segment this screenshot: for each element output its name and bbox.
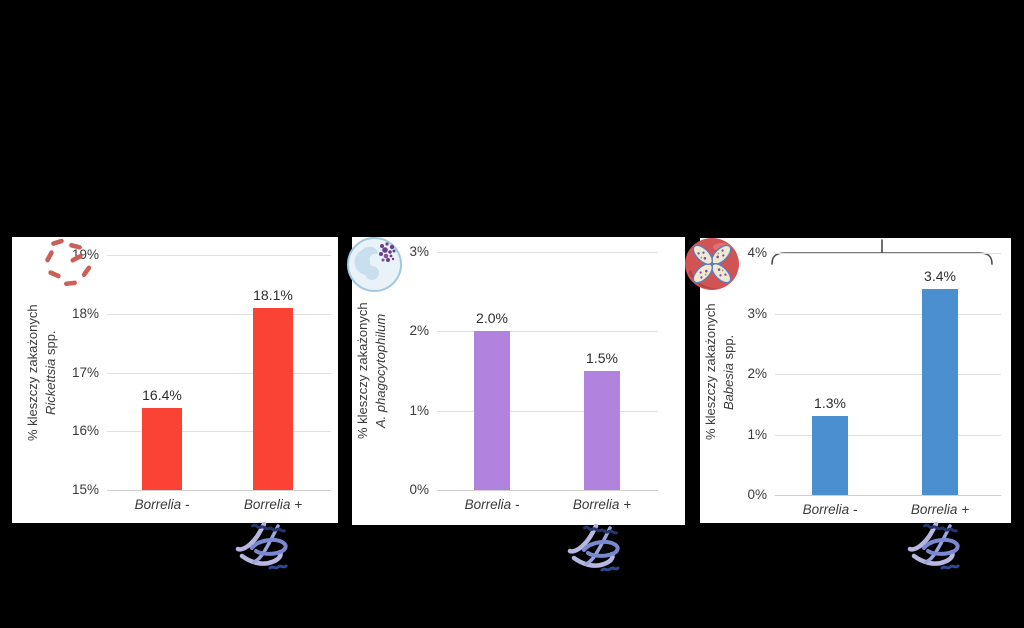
gridline <box>437 490 658 491</box>
borrelia-spirochete-icon <box>235 522 288 570</box>
y-axis-tick-label: 1% <box>409 402 429 418</box>
bar <box>922 289 958 495</box>
gridline <box>107 431 331 433</box>
y-axis-tick-label: 2% <box>747 366 767 381</box>
anaplasma-chart-panel: % kleszczy zakażonych A. phagocytophilum… <box>352 237 685 525</box>
bar-value-label: 3.4% <box>924 268 956 285</box>
y-axis-tick-label: 2% <box>409 323 429 339</box>
y-axis-tick-label: 17% <box>71 364 99 380</box>
x-category-label: Borrelia - <box>802 502 858 517</box>
bar-value-label: 18.1% <box>253 286 293 303</box>
gridline <box>775 313 1001 315</box>
bar <box>142 407 182 490</box>
borrelia-spirochete-icon <box>567 524 620 572</box>
x-category-label: Borrelia + <box>572 497 632 512</box>
bar-value-label: 1.3% <box>814 395 846 412</box>
neutrophil-anaplasma-icon <box>347 237 402 292</box>
gridline <box>107 490 331 491</box>
bar-value-label: 1.5% <box>586 350 618 366</box>
gridline <box>437 331 658 333</box>
gridline <box>775 253 1001 254</box>
y-axis-tick-label: 16% <box>71 423 99 439</box>
bar <box>253 307 293 490</box>
gridline <box>437 410 658 412</box>
bar-value-label: 16.4% <box>142 386 182 403</box>
y-axis-tick-label: 1% <box>747 426 767 442</box>
borrelia-spirochete-icon <box>907 522 960 570</box>
rickettsia-bacteria-icon <box>45 239 92 287</box>
x-category-label: Borrelia + <box>910 502 970 517</box>
y-axis-tick-label: 18% <box>71 305 99 321</box>
gridline <box>775 374 1001 375</box>
y-axis-tick-label: 0% <box>747 487 767 502</box>
y-axis-tick-label: 4% <box>747 245 767 260</box>
gridline <box>775 495 1001 496</box>
gridline <box>107 255 331 256</box>
gridline <box>437 252 658 253</box>
bar <box>812 416 848 495</box>
x-category-label: Borrelia - <box>464 497 520 512</box>
x-category-label: Borrelia + <box>243 497 303 512</box>
bar <box>584 371 620 490</box>
y-axis-tick-label: 3% <box>409 244 429 259</box>
gridline <box>107 372 331 374</box>
babesia-maltese-cross <box>692 244 732 284</box>
significance-bracket <box>771 239 993 265</box>
y-axis-label-line1: % kleszczy zakażonych <box>25 304 40 441</box>
erythrocyte-babesia-icon <box>685 238 739 290</box>
bar <box>474 331 510 490</box>
bar-value-label: 2.0% <box>476 310 508 327</box>
x-category-label: Borrelia - <box>134 497 190 512</box>
babesia-chart-panel: % kleszczy zakażonych Babesia spp. 0% 1% 2… <box>700 238 1011 523</box>
gridline <box>775 434 1001 436</box>
y-axis-tick-label: 0% <box>409 482 429 497</box>
y-axis-tick-label: 3% <box>747 305 767 321</box>
gridline <box>107 313 331 315</box>
y-axis-tick-label: 15% <box>71 482 99 497</box>
